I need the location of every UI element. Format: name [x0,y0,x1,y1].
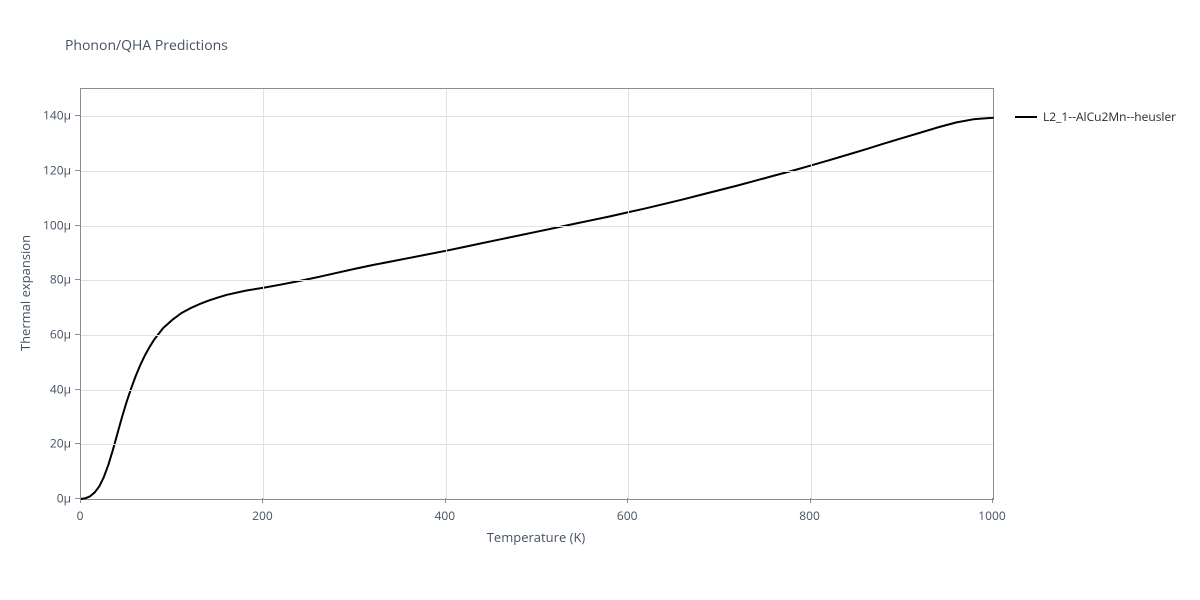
chart-title: Phonon/QHA Predictions [65,36,228,55]
y-tick-label: 60μ [50,326,71,343]
legend-item[interactable]: L2_1--AlCu2Mn--heusler [1015,108,1176,125]
y-tick-label: 0μ [57,490,71,507]
legend-swatch [1015,116,1037,118]
x-tick-mark [445,498,446,503]
gridline-vertical [446,89,447,499]
x-tick-mark [262,498,263,503]
plot-area[interactable] [80,88,994,500]
y-tick-label: 40μ [50,380,71,397]
x-tick-label: 600 [617,507,638,524]
y-axis-label: Thermal expansion [16,235,34,351]
x-tick-mark [810,498,811,503]
y-tick-mark [75,115,80,116]
gridline-vertical [263,89,264,499]
y-tick-label: 20μ [50,435,71,452]
y-tick-mark [75,334,80,335]
x-axis-label: Temperature (K) [487,528,586,546]
x-tick-label: 800 [799,507,820,524]
y-tick-mark [75,443,80,444]
y-tick-label: 140μ [43,107,71,124]
y-tick-mark [75,225,80,226]
y-tick-label: 80μ [50,271,71,288]
legend-label: L2_1--AlCu2Mn--heusler [1043,108,1176,125]
y-tick-mark [75,170,80,171]
gridline-horizontal [81,226,993,227]
series-line[interactable] [81,118,993,499]
series-svg [81,89,993,499]
gridline-horizontal [81,390,993,391]
x-tick-mark [992,498,993,503]
gridline-horizontal [81,280,993,281]
y-tick-mark [75,279,80,280]
y-tick-label: 120μ [43,162,71,179]
y-tick-label: 100μ [43,216,71,233]
y-tick-mark [75,498,80,499]
x-tick-label: 1000 [978,507,1005,524]
gridline-horizontal [81,116,993,117]
chart-root: Phonon/QHA Predictions Temperature (K) T… [0,0,1200,600]
x-tick-label: 400 [435,507,456,524]
gridline-horizontal [81,335,993,336]
gridline-vertical [811,89,812,499]
y-tick-mark [75,389,80,390]
gridline-horizontal [81,444,993,445]
x-tick-mark [627,498,628,503]
x-tick-mark [80,498,81,503]
x-tick-label: 0 [77,507,84,524]
gridline-vertical [628,89,629,499]
x-tick-label: 200 [252,507,273,524]
gridline-horizontal [81,171,993,172]
